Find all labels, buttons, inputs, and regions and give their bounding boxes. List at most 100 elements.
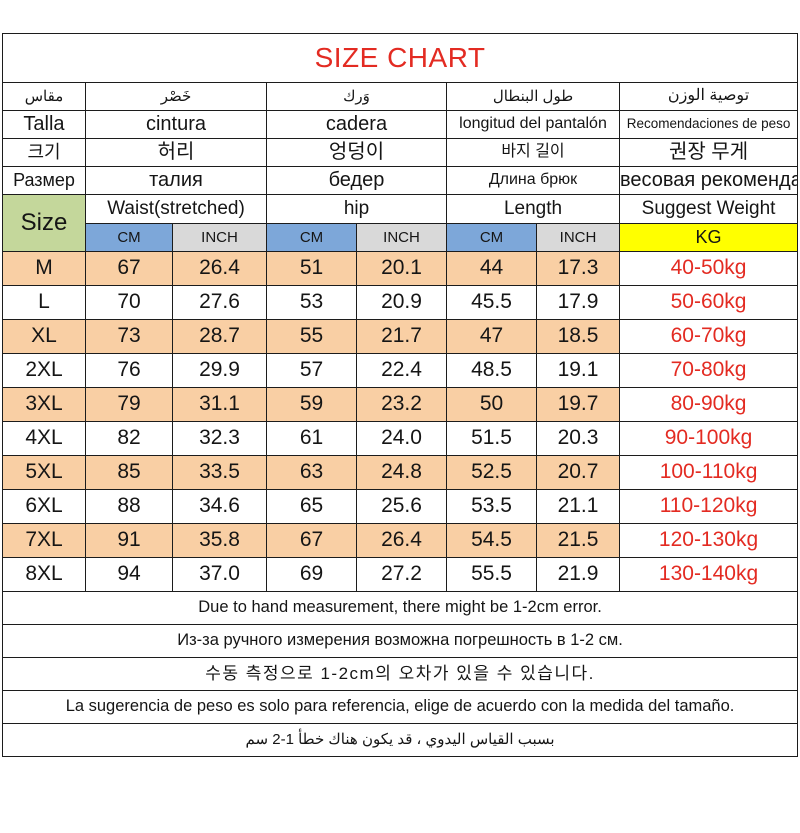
cell-length-inch: 21.9 <box>536 557 620 592</box>
header-en-length: Length <box>446 194 620 224</box>
cell-weight: 70-80kg <box>618 353 799 388</box>
cell-length-cm: 53.5 <box>446 489 537 524</box>
cell-length-inch: 19.1 <box>536 353 620 388</box>
cell-weight: 130-140kg <box>618 557 799 592</box>
cell-weight: 50-60kg <box>618 285 799 320</box>
header-es-hip: cadera <box>266 110 447 139</box>
cell-waist-inch: 27.6 <box>172 285 267 320</box>
cell-hip-inch: 23.2 <box>356 387 447 422</box>
table-row-4xl: 4XL 82 32.3 61 24.0 51.5 20.3 90-100kg <box>2 421 799 456</box>
cell-size: 7XL <box>2 523 86 558</box>
cell-hip-cm: 69 <box>266 557 357 592</box>
note-arabic: بسبب القياس اليدوي ، قد يكون هناك خطأ 1-… <box>1 723 799 757</box>
cell-hip-cm: 51 <box>266 251 357 286</box>
cell-weight: 100-110kg <box>618 455 799 490</box>
cell-length-inch: 20.7 <box>536 455 620 490</box>
cell-length-cm: 54.5 <box>446 523 537 558</box>
header-row-arabic: مقاس خَصْر وَرك طول البنطال توصية الوزن <box>2 82 799 111</box>
cell-hip-cm: 57 <box>266 353 357 388</box>
chart-title: SIZE CHART <box>1 33 799 83</box>
note-row-arabic: بسبب القياس اليدوي ، قد يكون هناك خطأ 1-… <box>1 723 799 757</box>
note-row-russian: Из-за ручного измерения возможна погрешн… <box>1 624 799 658</box>
cell-size: 8XL <box>2 557 86 592</box>
cell-length-inch: 21.1 <box>536 489 620 524</box>
note-row-english: Due to hand measurement, there might be … <box>1 591 799 625</box>
cell-waist-cm: 76 <box>85 353 173 388</box>
table-row-l: L 70 27.6 53 20.9 45.5 17.9 50-60kg <box>2 285 799 320</box>
cell-length-cm: 48.5 <box>446 353 537 388</box>
cell-waist-inch: 29.9 <box>172 353 267 388</box>
cell-length-inch: 17.9 <box>536 285 620 320</box>
cell-size: XL <box>2 319 86 354</box>
cell-length-cm: 44 <box>446 251 537 286</box>
cell-hip-cm: 59 <box>266 387 357 422</box>
cell-waist-inch: 32.3 <box>172 421 267 456</box>
cell-length-cm: 45.5 <box>446 285 537 320</box>
cell-length-cm: 50 <box>446 387 537 422</box>
cell-size: 4XL <box>2 421 86 456</box>
header-row-russian: Размер талия бедер Длина брюк весовая ре… <box>2 166 799 195</box>
cell-length-cm: 47 <box>446 319 537 354</box>
cell-hip-cm: 61 <box>266 421 357 456</box>
unit-hip-inch: INCH <box>356 223 447 252</box>
header-ru-size: Размер <box>2 166 86 195</box>
cell-waist-cm: 85 <box>85 455 173 490</box>
note-row-spanish: La sugerencia de peso es solo para refer… <box>1 690 799 724</box>
unit-length-cm: CM <box>446 223 537 252</box>
cell-hip-inch: 24.0 <box>356 421 447 456</box>
cell-waist-cm: 88 <box>85 489 173 524</box>
unit-waist-cm: CM <box>85 223 173 252</box>
unit-hip-cm: CM <box>266 223 357 252</box>
cell-waist-cm: 79 <box>85 387 173 422</box>
note-english: Due to hand measurement, there might be … <box>1 591 799 625</box>
cell-hip-inch: 20.1 <box>356 251 447 286</box>
table-row-m: M 67 26.4 51 20.1 44 17.3 40-50kg <box>2 251 799 286</box>
table-row-3xl: 3XL 79 31.1 59 23.2 50 19.7 80-90kg <box>2 387 799 422</box>
header-ar-size: مقاس <box>2 82 86 111</box>
cell-hip-inch: 24.8 <box>356 455 447 490</box>
note-row-korean: 수동 측정으로 1-2cm의 오차가 있을 수 있습니다. <box>1 657 799 691</box>
units-row: CM INCH CM INCH CM INCH KG <box>3 223 799 252</box>
cell-waist-inch: 34.6 <box>172 489 267 524</box>
note-spanish: La sugerencia de peso es solo para refer… <box>1 690 799 724</box>
header-en-size: Size <box>2 194 86 252</box>
cell-waist-cm: 82 <box>85 421 173 456</box>
cell-waist-inch: 35.8 <box>172 523 267 558</box>
cell-length-inch: 17.3 <box>536 251 620 286</box>
cell-waist-cm: 91 <box>85 523 173 558</box>
cell-waist-inch: 28.7 <box>172 319 267 354</box>
cell-hip-cm: 53 <box>266 285 357 320</box>
cell-hip-cm: 63 <box>266 455 357 490</box>
note-korean: 수동 측정으로 1-2cm의 오차가 있을 수 있습니다. <box>1 657 799 691</box>
cell-size: 2XL <box>2 353 86 388</box>
cell-hip-inch: 27.2 <box>356 557 447 592</box>
cell-hip-cm: 67 <box>266 523 357 558</box>
cell-waist-cm: 67 <box>85 251 173 286</box>
header-ar-length: طول البنطال <box>446 82 620 111</box>
cell-size: L <box>2 285 86 320</box>
table-row-xl: XL 73 28.7 55 21.7 47 18.5 60-70kg <box>2 319 799 354</box>
cell-hip-inch: 21.7 <box>356 319 447 354</box>
header-ko-size: 크기 <box>2 138 86 167</box>
header-es-weight: Recomendaciones de peso <box>618 110 799 139</box>
cell-hip-cm: 65 <box>266 489 357 524</box>
cell-length-cm: 52.5 <box>446 455 537 490</box>
cell-weight: 120-130kg <box>618 523 799 558</box>
cell-size: 5XL <box>2 455 86 490</box>
cell-hip-cm: 55 <box>266 319 357 354</box>
cell-length-cm: 51.5 <box>446 421 537 456</box>
cell-waist-inch: 26.4 <box>172 251 267 286</box>
header-ko-hip: 엉덩이 <box>266 138 447 167</box>
cell-hip-inch: 22.4 <box>356 353 447 388</box>
cell-waist-inch: 37.0 <box>172 557 267 592</box>
cell-length-inch: 18.5 <box>536 319 620 354</box>
header-es-length: longitud del pantalón <box>446 110 620 139</box>
cell-weight: 40-50kg <box>618 251 799 286</box>
unit-waist-inch: INCH <box>172 223 267 252</box>
cell-waist-cm: 94 <box>85 557 173 592</box>
table-row-2xl: 2XL 76 29.9 57 22.4 48.5 19.1 70-80kg <box>2 353 799 388</box>
cell-weight: 110-120kg <box>618 489 799 524</box>
cell-length-inch: 20.3 <box>536 421 620 456</box>
table-row-5xl: 5XL 85 33.5 63 24.8 52.5 20.7 100-110kg <box>2 455 799 490</box>
cell-hip-inch: 20.9 <box>356 285 447 320</box>
